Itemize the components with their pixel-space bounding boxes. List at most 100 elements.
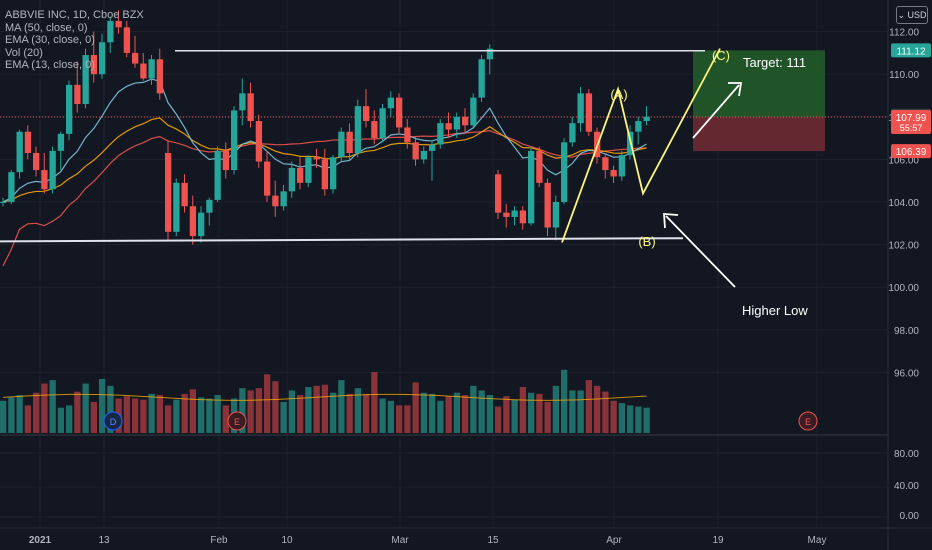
- higher-low-label: Higher Low: [742, 303, 808, 318]
- candle: [511, 206, 518, 226]
- candle: [288, 161, 296, 198]
- candle-body: [363, 106, 370, 122]
- candle: [544, 178, 551, 237]
- legend-vol[interactable]: Vol (20): [5, 46, 43, 59]
- candle-body: [24, 131, 32, 154]
- candle: [123, 20, 131, 58]
- candle: [503, 204, 510, 228]
- candle: [602, 153, 609, 179]
- event-label: E: [805, 417, 811, 427]
- volume-bar: [313, 385, 320, 433]
- volume-bar: [363, 393, 370, 433]
- volume-bar: [156, 395, 164, 433]
- volume-bar: [189, 389, 197, 433]
- candle-body: [330, 157, 337, 190]
- volume-bars: [0, 369, 650, 433]
- candle-body: [503, 212, 510, 217]
- price-tick: 110.00: [889, 70, 919, 81]
- volume-bar: [8, 397, 15, 433]
- volume-bar: [643, 407, 650, 433]
- volume-bar: [140, 399, 147, 433]
- volume-bar: [239, 388, 246, 433]
- higher-low-arrow-head: [663, 213, 679, 229]
- candle: [16, 129, 23, 179]
- price-tick: 102.00: [888, 241, 919, 252]
- candle-body: [41, 170, 48, 190]
- candle: [33, 146, 40, 177]
- volume-bar: [412, 382, 419, 433]
- candle-body: [412, 142, 419, 160]
- volume-bar: [610, 400, 617, 433]
- candle: [0, 197, 7, 207]
- volume-bar: [354, 388, 362, 433]
- volume-bar: [57, 407, 65, 433]
- volume-bar: [107, 385, 114, 433]
- candle-body: [132, 52, 139, 64]
- price-tick: 100.00: [888, 283, 919, 294]
- candle-body: [470, 97, 477, 126]
- candle-body: [16, 131, 23, 173]
- price-badge: 111.12: [891, 43, 931, 58]
- candle: [49, 146, 56, 194]
- event-marker: [798, 411, 818, 431]
- volume-bar: [387, 400, 395, 433]
- candle: [470, 93, 477, 128]
- candle-body: [66, 84, 73, 134]
- event-label: D: [110, 417, 117, 427]
- legend-ma50[interactable]: MA (50, close, 0): [5, 21, 88, 34]
- price-badge-label: 106.39: [896, 147, 927, 158]
- time-tick: May: [808, 535, 827, 546]
- candle-body: [519, 210, 527, 224]
- candle: [90, 31, 98, 83]
- legend-ema30[interactable]: EMA (30, close, 0): [5, 34, 95, 47]
- candle-body: [107, 20, 114, 43]
- candle-body: [8, 172, 15, 202]
- candle: [379, 104, 386, 143]
- candle-body: [33, 153, 40, 171]
- candle: [536, 146, 543, 188]
- candle: [173, 178, 180, 237]
- grid-lines: [0, 0, 888, 528]
- candle: [255, 114, 263, 168]
- symbol-title[interactable]: ABBVIE INC, 1D, Cboe BZX: [5, 9, 144, 21]
- candle-body: [346, 131, 353, 154]
- candle: [231, 106, 238, 175]
- candle-body: [495, 174, 502, 213]
- candle-body: [338, 131, 345, 158]
- candle: [462, 108, 469, 134]
- candle: [404, 118, 411, 149]
- currency-button[interactable]: ⌄ USD: [896, 6, 928, 24]
- trade-zones: [0, 50, 888, 152]
- elliott-wave-path: [561, 48, 721, 243]
- volume-ma-line: [2, 393, 647, 401]
- volume-bar: [635, 406, 642, 433]
- candle: [445, 112, 452, 139]
- volume-bar: [462, 395, 469, 433]
- volume-bar: [569, 390, 576, 433]
- candle-body: [610, 170, 617, 177]
- volume-bar: [486, 395, 494, 433]
- volume-bar: [627, 405, 634, 433]
- candle-body: [57, 133, 65, 151]
- candle-body: [354, 106, 362, 154]
- volume-bar: [396, 405, 403, 433]
- candle: [486, 44, 494, 75]
- price-axis-bg: [888, 0, 932, 550]
- price-tick: 98.00: [894, 326, 919, 337]
- candle: [437, 118, 444, 149]
- volume-bar: [264, 374, 271, 433]
- candle-body: [437, 123, 444, 145]
- higher-low-arrow-line: [665, 215, 736, 288]
- candle: [643, 106, 650, 126]
- candle: [115, 10, 122, 34]
- candle: [66, 80, 73, 141]
- volume-bar: [123, 396, 131, 433]
- candle: [214, 146, 221, 202]
- volume-bar: [503, 396, 510, 433]
- lower-pane-tick: 0.00: [900, 511, 920, 522]
- time-tick: 15: [487, 535, 499, 546]
- candle-body: [280, 191, 287, 207]
- lower-pane-tick: 40.00: [894, 481, 919, 492]
- candle: [99, 33, 106, 79]
- legend-ema13[interactable]: EMA (13, close, 0): [5, 59, 95, 72]
